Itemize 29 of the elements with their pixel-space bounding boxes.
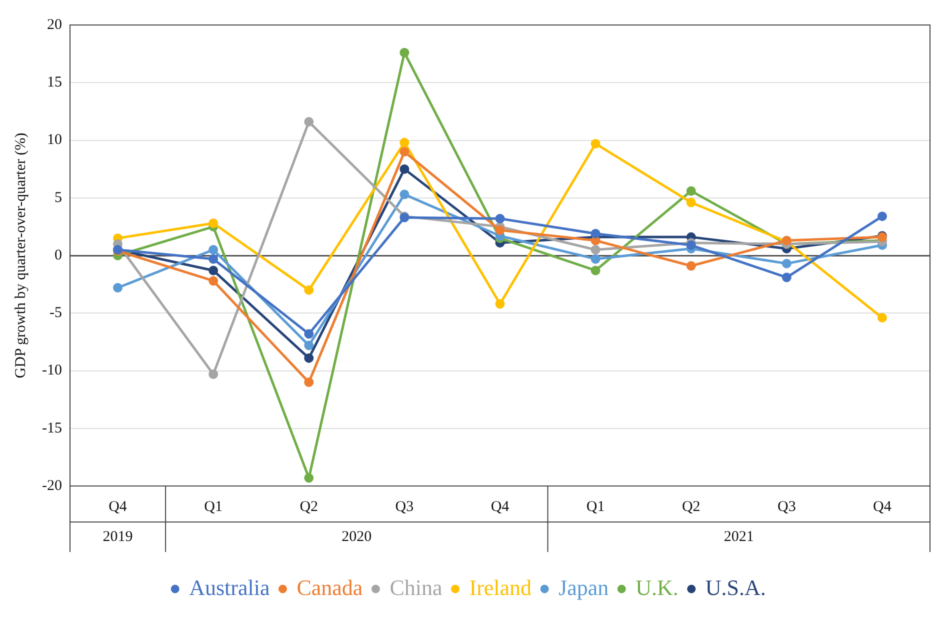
legend-label: Ireland (469, 574, 532, 600)
y-tick-label: 15 (46, 74, 62, 91)
legend-label: Japan (558, 574, 609, 600)
y-tick-label: 20 (46, 16, 62, 33)
y-tick-label: 10 (46, 132, 62, 148)
legend-label: U.S.A. (705, 574, 766, 600)
x-tick-label: Q4 (873, 498, 892, 515)
text: 2019 (102, 528, 133, 545)
y-tick-label: 0 (54, 247, 62, 264)
x-tick-label: Q1 (586, 498, 605, 515)
text: 2020 (342, 528, 372, 545)
x-tick-label: Q4 (108, 498, 128, 515)
y-tick-label: -5 (49, 305, 62, 322)
text: 2021 (724, 528, 754, 545)
legend-label: U.K. (636, 574, 678, 600)
legend-label: China (390, 574, 442, 600)
x-tick-label: Q3 (395, 498, 414, 515)
y-tick-label: -20 (42, 478, 62, 494)
legend-label: Canada (296, 574, 363, 600)
x-tick-label: Q2 (682, 498, 700, 515)
y-axis-title: GDP growth by quarter-over-quarter (%) (12, 132, 29, 378)
y-tick-label: -15 (42, 420, 62, 436)
y-tick-label: -10 (42, 362, 62, 379)
x-tick-label: Q2 (300, 498, 318, 515)
y-tick-label: 5 (54, 190, 62, 206)
legend-label: Australia (189, 574, 270, 600)
x-tick-label: Q1 (204, 498, 222, 515)
x-tick-label: Q3 (777, 498, 796, 515)
x-tick-label: Q4 (490, 498, 510, 515)
